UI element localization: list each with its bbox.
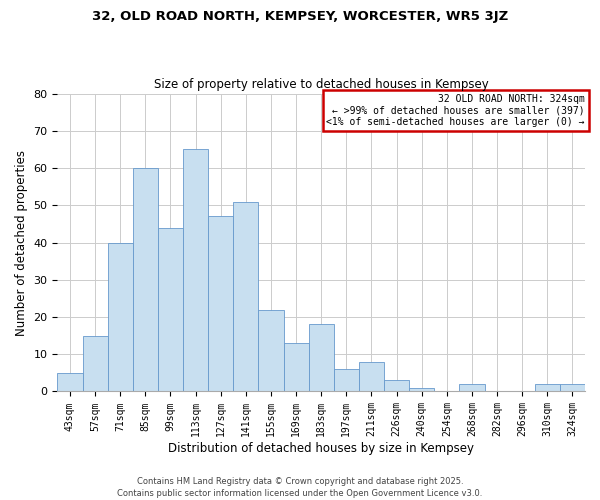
Title: Size of property relative to detached houses in Kempsey: Size of property relative to detached ho…: [154, 78, 488, 91]
Bar: [233, 202, 259, 392]
Y-axis label: Number of detached properties: Number of detached properties: [15, 150, 28, 336]
Text: Contains HM Land Registry data © Crown copyright and database right 2025.
Contai: Contains HM Land Registry data © Crown c…: [118, 476, 482, 498]
Bar: [560, 384, 585, 392]
Bar: [359, 362, 384, 392]
Text: 32 OLD ROAD NORTH: 324sqm
← >99% of detached houses are smaller (397)
<1% of sem: 32 OLD ROAD NORTH: 324sqm ← >99% of deta…: [326, 94, 585, 127]
Bar: [259, 310, 284, 392]
Bar: [334, 369, 359, 392]
Bar: [308, 324, 334, 392]
X-axis label: Distribution of detached houses by size in Kempsey: Distribution of detached houses by size …: [168, 442, 474, 455]
Bar: [208, 216, 233, 392]
Bar: [83, 336, 107, 392]
Bar: [284, 343, 308, 392]
Bar: [460, 384, 485, 392]
Text: 32, OLD ROAD NORTH, KEMPSEY, WORCESTER, WR5 3JZ: 32, OLD ROAD NORTH, KEMPSEY, WORCESTER, …: [92, 10, 508, 23]
Bar: [107, 242, 133, 392]
Bar: [133, 168, 158, 392]
Bar: [535, 384, 560, 392]
Bar: [183, 150, 208, 392]
Bar: [384, 380, 409, 392]
Bar: [158, 228, 183, 392]
Bar: [58, 373, 83, 392]
Bar: [409, 388, 434, 392]
